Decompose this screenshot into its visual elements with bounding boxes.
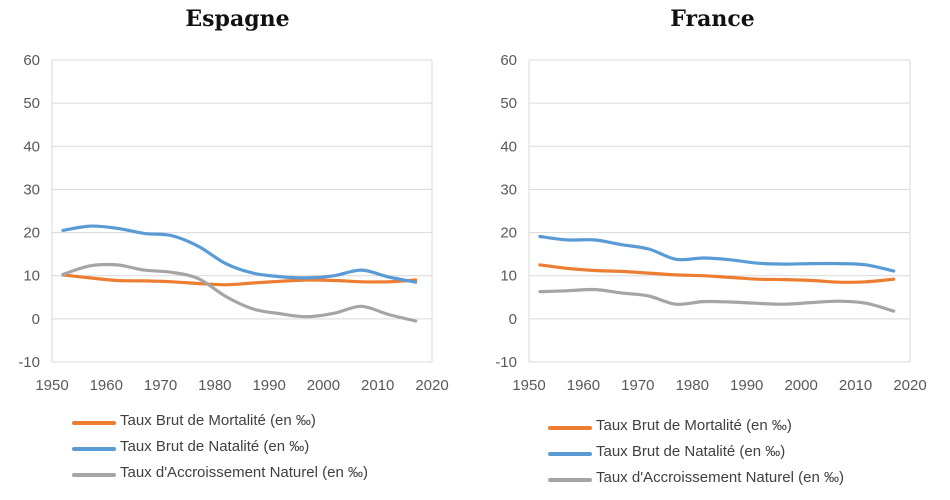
y-tick-label: 20 [500,225,517,242]
y-tick-label: 10 [500,268,517,285]
y-tick-label: 50 [23,95,40,112]
x-tick-label: 1980 [198,377,231,394]
legend-label: Taux Brut de Natalité (en ‰) [120,438,310,455]
series-line [61,224,418,284]
legend-swatch [72,447,116,451]
x-tick-label: 1990 [730,377,763,394]
chart-panel-espagne: Espagne -10 0 10 20 30 40 50 60 1950 1960 1970 1980… [18,6,448,481]
x-tick-label: 1970 [144,377,177,394]
series-line [61,262,418,323]
legend-label: Taux d'Accroissement Naturel (en ‰) [120,464,368,481]
series-line [538,287,896,313]
x-tick-label: 1960 [90,377,123,394]
y-tick-label: 40 [500,138,517,155]
legend-label: Taux d'Accroissement Naturel (en ‰) [596,469,844,486]
x-tick-label: 1980 [676,377,709,394]
series-line [538,263,896,284]
x-tick-label: 2000 [307,377,340,394]
legend-swatch [72,473,116,477]
line-chart-espagne: -10 0 10 20 30 40 50 60 1950 1960 1970 1980 1990 2000… [18,52,448,394]
x-tick-label: 1950 [512,377,545,394]
chart-title: Espagne [185,6,290,32]
x-tick-label: 2010 [839,377,872,394]
x-tick-label: 2020 [893,377,926,394]
x-tick-label: 1990 [252,377,285,394]
x-tick-label: 2000 [784,377,817,394]
legend-label: Taux Brut de Mortalité (en ‰) [120,412,316,429]
y-tick-label: 0 [509,311,517,328]
x-tick-label: 2010 [361,377,394,394]
legend-label: Taux Brut de Mortalité (en ‰) [596,417,792,434]
x-tick-label: 1970 [621,377,654,394]
y-tick-label: 0 [32,311,40,328]
x-tick-label: 2020 [415,377,448,394]
series-line [61,273,418,287]
x-tick-label: 1950 [35,377,68,394]
y-tick-label: -10 [18,354,40,371]
legend-swatch [548,452,592,456]
chart-title: France [670,6,755,32]
chart-panel-france: France -10 0 10 20 30 40 50 60 1950 1960 1970 1980 1… [475,0,950,500]
series-line [538,234,896,273]
x-tick-label: 1960 [567,377,600,394]
legend-swatch [72,421,116,425]
line-chart-france: -10 0 10 20 30 40 50 60 1950 1960 1970 1980 1990 2000… [495,52,926,394]
y-tick-label: 30 [500,181,517,198]
y-tick-label: 60 [500,52,517,69]
legend-label: Taux Brut de Natalité (en ‰) [596,443,786,460]
y-tick-label: 30 [23,181,40,198]
legend-swatch [548,426,592,430]
y-tick-label: 60 [23,52,40,69]
y-tick-label: -10 [495,354,517,371]
y-tick-label: 40 [23,138,40,155]
y-tick-label: 20 [23,225,40,242]
legend-swatch [548,478,592,482]
y-tick-label: 10 [23,268,40,285]
y-tick-label: 50 [500,95,517,112]
